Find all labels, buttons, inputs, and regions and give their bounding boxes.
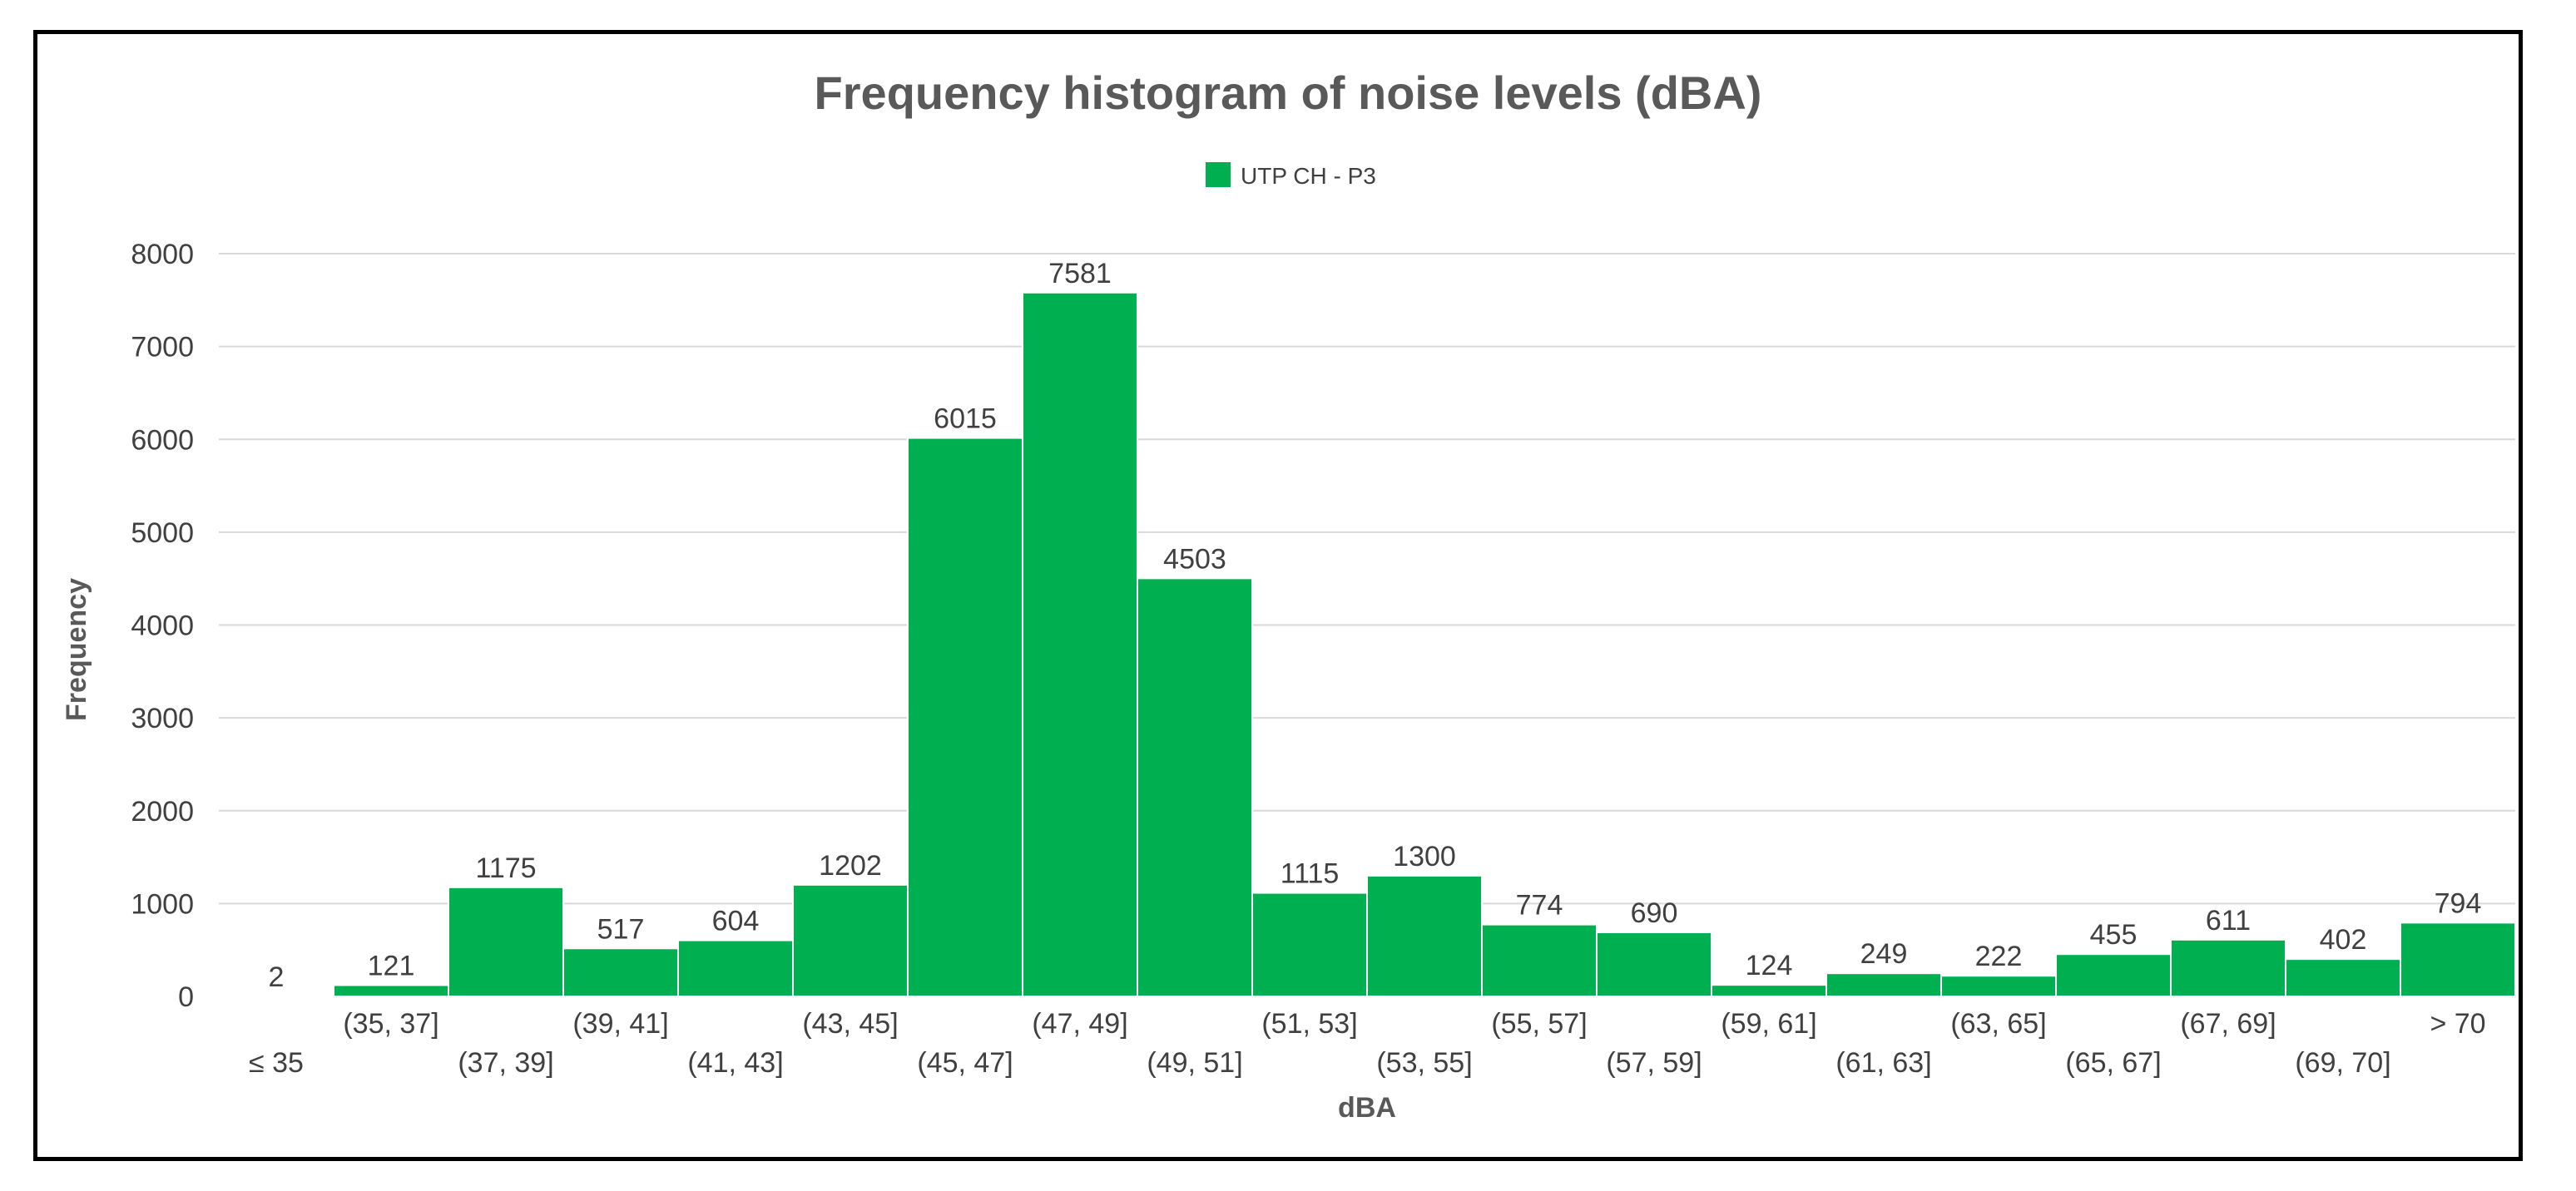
bar <box>1825 972 1942 997</box>
data-label: 794 <box>2435 887 2482 919</box>
x-axis-ticks: ≤ 35 (35, 37] (37, 39] (39, 41] (41, 43] (43,… <box>249 1008 2486 1079</box>
data-label: 2 <box>269 961 285 993</box>
bar <box>1481 923 1598 998</box>
bar <box>2055 953 2172 997</box>
bar <box>792 883 909 997</box>
y-axis-title: Frequency <box>61 578 92 721</box>
data-label: 222 <box>1975 941 2023 972</box>
data-label: 1115 <box>1281 858 1340 890</box>
data-label: 611 <box>2206 905 2251 936</box>
bar <box>677 939 794 997</box>
y-axis-ticks: 0 1000 2000 3000 4000 5000 6000 7000 8000 <box>131 239 194 1013</box>
x-tick-label: (41, 43] <box>687 1047 783 1079</box>
bar <box>1711 984 1827 997</box>
data-label: 6015 <box>934 403 997 435</box>
y-tick-label: 5000 <box>131 517 194 549</box>
bar <box>1366 874 1483 998</box>
bar <box>2285 958 2401 997</box>
x-tick-label: (65, 67] <box>2065 1047 2161 1079</box>
legend-label: UTP CH - P3 <box>1241 163 1376 189</box>
y-tick-label: 7000 <box>131 332 194 363</box>
data-label: 517 <box>597 913 645 945</box>
histogram-chart: Frequency histogram of noise levels (dBA… <box>61 67 2516 1124</box>
y-tick-label: 8000 <box>131 239 194 270</box>
data-label: 121 <box>368 950 415 981</box>
chart-title: Frequency histogram of noise levels (dBA… <box>815 67 1762 119</box>
data-labels: 2 121 1175 517 604 1202 6015 7581 4503 1115 1300 77… <box>269 258 2482 993</box>
y-tick-label: 6000 <box>131 424 194 456</box>
x-tick-label: (49, 51] <box>1147 1047 1242 1079</box>
x-tick-label: (67, 69] <box>2180 1008 2276 1040</box>
data-label: 1202 <box>819 850 882 882</box>
x-tick-label: (39, 41] <box>572 1008 668 1040</box>
bars <box>218 291 2516 998</box>
x-tick-label: (63, 65] <box>1950 1008 2046 1040</box>
bar <box>2400 922 2516 997</box>
data-label: 4503 <box>1163 543 1226 575</box>
bar <box>1022 291 1138 997</box>
x-tick-label: (57, 59] <box>1606 1047 1702 1079</box>
bar <box>1940 975 2057 997</box>
bar <box>448 886 564 997</box>
gridlines <box>219 253 2515 997</box>
x-tick-label: (35, 37] <box>343 1008 438 1040</box>
data-label: 774 <box>1516 890 1563 922</box>
data-label: 249 <box>1860 938 1908 970</box>
data-label: 7581 <box>1048 258 1112 289</box>
y-tick-label: 1000 <box>131 888 194 920</box>
x-tick-label: (61, 63] <box>1835 1047 1931 1079</box>
y-tick-label: 4000 <box>131 610 194 642</box>
x-tick-label: (59, 61] <box>1721 1008 1816 1040</box>
x-tick-label: (47, 49] <box>1032 1008 1127 1040</box>
x-tick-label: (45, 47] <box>917 1047 1013 1079</box>
data-label: 604 <box>712 906 760 937</box>
data-label: 690 <box>1631 897 1678 929</box>
data-label: 1175 <box>475 852 536 884</box>
x-axis-title: dBA <box>1338 1092 1396 1124</box>
data-label: 124 <box>1746 950 1793 981</box>
x-tick-label: > 70 <box>2430 1008 2485 1040</box>
y-tick-label: 3000 <box>131 703 194 734</box>
x-tick-label: (51, 53] <box>1261 1008 1357 1040</box>
x-tick-label: ≤ 35 <box>249 1047 304 1079</box>
bar <box>2170 938 2286 997</box>
chart-frame: Frequency histogram of noise levels (dBA… <box>33 30 2523 1161</box>
data-label: 455 <box>2090 919 2138 951</box>
y-tick-label: 0 <box>178 981 194 1013</box>
legend: UTP CH - P3 <box>1206 162 1376 189</box>
bar <box>1596 931 1712 998</box>
bar <box>907 437 1023 997</box>
legend-swatch <box>1206 162 1231 187</box>
x-tick-label: (55, 57] <box>1491 1008 1587 1040</box>
data-label: 1300 <box>1393 841 1456 872</box>
x-tick-label: (53, 55] <box>1376 1047 1472 1079</box>
x-tick-label: (43, 45] <box>802 1008 898 1040</box>
x-tick-label: (37, 39] <box>458 1047 553 1079</box>
data-label: 402 <box>2320 924 2367 956</box>
bar <box>562 947 679 998</box>
x-tick-label: (69, 70] <box>2295 1047 2390 1079</box>
bar <box>1251 892 1368 997</box>
bar <box>333 984 449 998</box>
bar <box>1137 577 1253 997</box>
y-tick-label: 2000 <box>131 796 194 828</box>
